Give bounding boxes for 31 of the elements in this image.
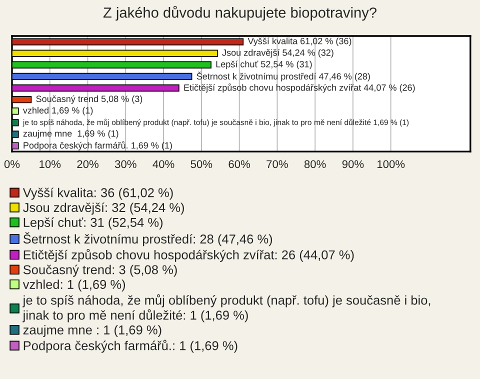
x-tick-label: 90% (342, 160, 364, 168)
data-label: Etičtější způsob chovu hospodářských zvířat 44,07 % (26) (184, 83, 415, 93)
legend-label: Současný trend: 3 (5,08 %) (23, 264, 177, 277)
data-label: vzhled 1,69 % (1) (22, 106, 93, 116)
x-tick-label: 80% (304, 160, 326, 168)
data-label: Současný trend 5,08 % (3) (36, 95, 142, 104)
x-tick-label: 30% (114, 160, 136, 168)
x-tick-label: 60% (228, 160, 250, 168)
x-tick-label: 20% (77, 160, 98, 168)
data-label: Lepší chuť 52,54 % (31) (216, 60, 312, 70)
x-tick-label: 40% (152, 160, 174, 168)
data-label: Jsou zdravější 54,24 % (32) (222, 49, 334, 58)
legend-label: je to spíš náhoda, že můj oblíbený produkt (např. tofu) je současně i bio, jinak to pro mě není důležité: 1 (1,69 %) (22, 294, 430, 322)
legend-label: Lepší chuť: 31 (52,54 %) (24, 217, 163, 230)
data-label: zaujme mne 1,69 % (1) (23, 130, 118, 138)
x-tick-label: 10% (40, 160, 61, 168)
x-tick-label: 100% (377, 160, 405, 168)
data-label: Vyšší kvalita 61,02 % (36) (248, 38, 352, 46)
legend-label: Jsou zdravější: 32 (54,24 %) (23, 202, 184, 215)
legend-label: Šetrnost k životnímu prostředí: 28 (47,46 %) (23, 232, 272, 246)
data-label: Podpora českých farmářů. 1,69 % (1) (24, 141, 172, 150)
x-tick-label: 70% (266, 160, 288, 168)
data-label: Šetrnost k životnímu prostředí 47,46 % (28) (196, 72, 370, 82)
legend-label: Etičtější způsob chovu hospodářských zvířat: 26 (44,07 %) (24, 248, 354, 262)
chart-title: Z jakého důvodu nakupujete biopotraviny? (103, 6, 376, 21)
legend-label: Podpora českých farmářů.: 1 (1,69 %) (24, 340, 238, 353)
legend-label: vzhled: 1 (1,69 %) (22, 280, 126, 292)
x-tick-label: 50% (190, 160, 212, 168)
legend-label: zaujme mne : 1 (1,69 %) (23, 325, 162, 337)
x-tick-label: 0% (4, 160, 20, 168)
legend-label: Vyšší kvalita: 36 (61,02 %) (22, 188, 173, 200)
